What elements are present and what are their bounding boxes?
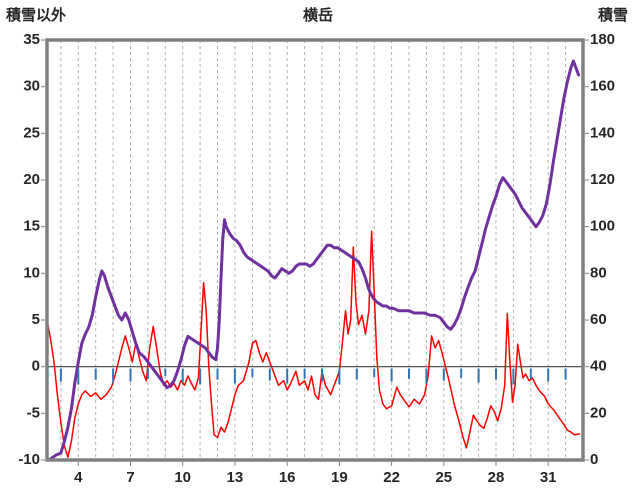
x-axis-tick-label: 22 (383, 469, 400, 486)
right-axis-tick-label: 60 (590, 311, 607, 328)
x-axis-tick-label: 4 (74, 469, 83, 486)
left-axis-tick-label: 30 (23, 78, 40, 95)
left-axis-tick-label: 35 (23, 31, 40, 48)
temperature-series-line (46, 230, 581, 458)
left-axis-tick-label: 10 (23, 264, 40, 281)
right-axis-tick-label: 40 (590, 358, 607, 375)
left-axis-title: 積雪以外 (6, 7, 67, 24)
plot-border (45, 38, 585, 462)
x-axis-tick-label: 13 (227, 469, 244, 486)
snow-depth-series-line (47, 59, 581, 462)
left-axis-tick-label: 0 (32, 358, 40, 375)
x-axis-tick-label: 25 (435, 469, 452, 486)
right-axis-labels-group: 180 160 140 120 100 80 60 40 20 0 (590, 31, 615, 468)
precip-bars-group (59, 368, 567, 385)
right-axis-tick-label: 140 (590, 124, 615, 141)
x-axis-tick-label: 31 (540, 469, 557, 486)
x-axis-tick-label: 28 (488, 469, 505, 486)
right-axis-tick-label: 0 (590, 451, 598, 468)
left-axis-labels-group: 35 30 25 20 15 10 5 0 -5 -10 (18, 31, 40, 468)
axis-ticks-group (41, 39, 589, 466)
left-axis-tick-label: 20 (23, 171, 40, 188)
right-axis-tick-label: 80 (590, 264, 607, 281)
x-axis-tick-label: 10 (174, 469, 191, 486)
right-axis-tick-label: 160 (590, 78, 615, 95)
right-axis-tick-label: 100 (590, 218, 615, 235)
x-axis-tick-label: 16 (279, 469, 296, 486)
x-axis-labels-group: 4 7 10 13 16 19 22 25 28 31 (74, 469, 556, 486)
left-axis-tick-label: -5 (27, 404, 40, 421)
x-axis-tick-label: 19 (331, 469, 348, 486)
left-axis-tick-label: 25 (23, 124, 40, 141)
right-axis-tick-label: 20 (590, 404, 607, 421)
chart-title: 横岳 (302, 7, 333, 24)
vertical-gridlines-group (60, 40, 567, 460)
right-axis-tick-label: 120 (590, 171, 615, 188)
left-axis-tick-label: 5 (32, 311, 40, 328)
x-axis-tick-label: 7 (126, 469, 134, 486)
right-axis-title: 積雪 (597, 7, 628, 24)
left-axis-tick-label: 15 (23, 218, 40, 235)
right-axis-tick-label: 180 (590, 31, 615, 48)
left-axis-tick-label: -10 (18, 451, 40, 468)
